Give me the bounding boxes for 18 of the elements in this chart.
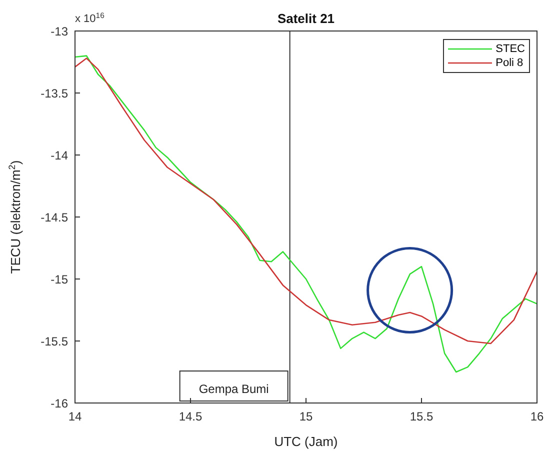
x-tick-label: 16 [530,410,544,424]
y-tick-label: -14 [50,148,68,162]
y-tick-label: -16 [50,396,68,410]
y-tick-label: -13.5 [40,86,68,100]
ref-line-label: Gempa Bumi [198,382,269,396]
x-tick-label: 15.5 [410,410,434,424]
x-tick-label: 15 [299,410,313,424]
x-tick-label: 14.5 [178,410,202,424]
legend-label: Poli 8 [496,57,524,69]
text: x 10$^{16}$ [75,10,104,25]
y-tick-label: -14.5 [40,210,68,224]
x-tick-label: 14 [68,410,82,424]
legend-label: STEC [496,43,525,55]
x-axis-title: UTC (Jam) [274,434,338,449]
y-tick-label: -13 [50,24,68,38]
chart-title: Satelit 21 [277,11,335,26]
y-tick-label: -15.5 [40,334,68,348]
y-tick-label: -15 [50,272,68,286]
